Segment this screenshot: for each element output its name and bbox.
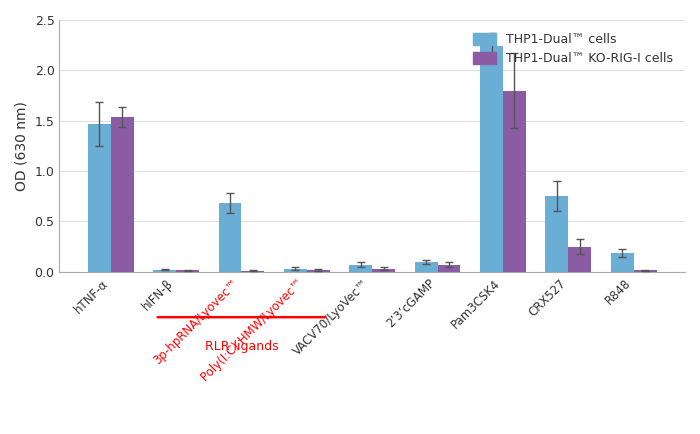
Text: RLR ligands: RLR ligands [204,340,279,353]
Bar [153,270,176,272]
Y-axis label: OD (630 nm): OD (630 nm) [15,101,29,191]
Bar [349,265,372,272]
Bar [480,46,503,272]
Bar [503,91,526,272]
Bar [176,270,199,272]
Bar [372,269,395,272]
Bar [634,270,657,272]
Bar [111,117,134,272]
Legend: THP1-Dual™ cells, THP1-Dual™ KO-RIG-I cells: THP1-Dual™ cells, THP1-Dual™ KO-RIG-I ce… [467,26,679,72]
Bar [241,271,265,272]
Bar [545,196,568,272]
Bar [414,262,438,272]
Bar [438,265,461,272]
Bar [307,270,330,272]
Bar [568,247,592,272]
Bar [284,269,307,272]
Bar [218,204,242,272]
Bar [88,124,111,272]
Bar [611,253,634,272]
